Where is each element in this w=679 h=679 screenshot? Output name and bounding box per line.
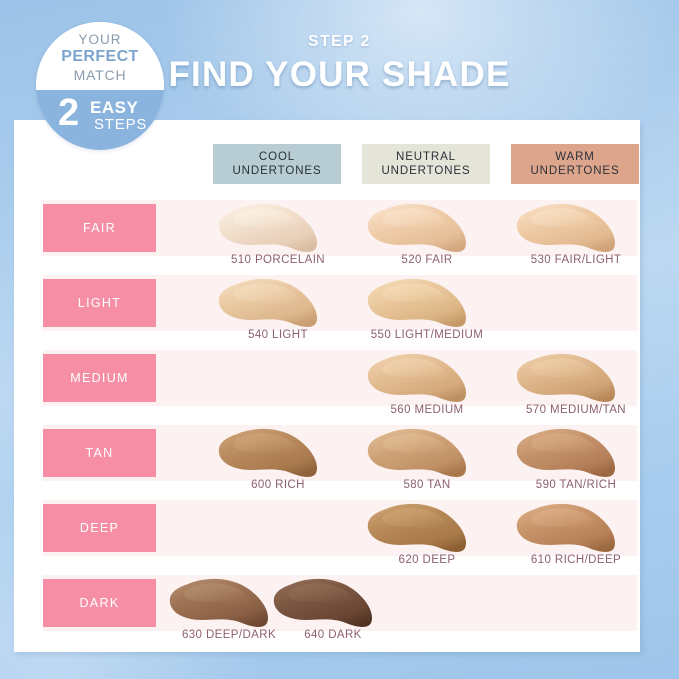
badge-line-your: YOUR [78,32,122,47]
row-label-dark: DARK [43,579,156,627]
shade-swatch-cell[interactable]: 570 MEDIUM/TAN [506,352,646,426]
shade-name-label: 520 FAIR [401,254,453,266]
column-header-warm: WARM UNDERTONES [511,144,639,184]
shade-swatch-cell[interactable]: 540 LIGHT [208,277,348,351]
foundation-smear-icon [216,277,321,329]
shade-swatch-cell[interactable]: 580 TAN [357,427,497,501]
foundation-smear-icon [514,427,619,479]
shade-name-label: 630 DEEP/DARK [181,629,277,641]
column-header-neutral: NEUTRAL UNDERTONES [362,144,490,184]
page-title: FIND YOUR SHADE [168,55,511,94]
column-header-cool: COOL UNDERTONES [213,144,341,184]
foundation-smear-icon [167,577,272,629]
row-label-fair: FAIR [43,204,156,252]
shade-swatch-cell[interactable]: 560 MEDIUM [357,352,497,426]
step-label: STEP 2 [308,33,371,50]
shade-name-label: 580 TAN [403,479,451,491]
shade-swatch-cell[interactable]: 620 DEEP [357,502,497,576]
badge-bottom-half [36,90,164,150]
foundation-smear-icon [365,502,470,554]
foundation-smear-icon [365,202,470,254]
shade-swatch-cell[interactable]: 550 LIGHT/MEDIUM [357,277,497,351]
foundation-smear-icon [365,427,470,479]
badge-line-perfect: PERFECT [61,48,139,65]
shade-swatch-cell[interactable]: 640 DARK [263,577,403,651]
shade-name-label: 510 PORCELAIN [230,254,326,266]
shade-name-label: 560 MEDIUM [390,404,464,416]
badge-line-easy: EASY [90,98,139,117]
shade-swatch-cell[interactable]: 510 PORCELAIN [208,202,348,276]
row-label-medium: MEDIUM [43,354,156,402]
foundation-smear-icon [216,202,321,254]
shade-chart-card: COOL UNDERTONES NEUTRAL UNDERTONES WARM … [14,120,640,652]
foundation-smear-icon [514,502,619,554]
shade-name-label: 540 LIGHT [248,329,308,341]
badge-step-number: 2 [58,92,80,134]
row-label-tan: TAN [43,429,156,477]
badge-line-match: MATCH [73,67,127,83]
shade-name-label: 620 DEEP [398,554,456,566]
foundation-smear-icon [514,202,619,254]
badge-line-steps: STEPS [94,116,148,133]
shade-swatch-cell[interactable]: 520 FAIR [357,202,497,276]
shade-name-label: 610 RICH/DEEP [530,554,622,566]
badge-top-half [36,22,164,90]
shade-name-label: 600 RICH [251,479,305,491]
shade-name-label: 640 DARK [304,629,362,641]
shade-swatch-cell[interactable]: 530 FAIR/LIGHT [506,202,646,276]
row-label-light: LIGHT [43,279,156,327]
shade-name-label: 550 LIGHT/MEDIUM [370,329,484,341]
shade-swatch-cell[interactable]: 600 RICH [208,427,348,501]
perfect-match-badge: YOUR PERFECT MATCH 2 EASY STEPS [36,22,164,150]
shade-name-label: 590 TAN/RICH [535,479,617,491]
shade-name-label: 530 FAIR/LIGHT [530,254,622,266]
foundation-smear-icon [365,277,470,329]
shade-name-label: 570 MEDIUM/TAN [526,404,626,416]
shade-swatch-cell[interactable]: 610 RICH/DEEP [506,502,646,576]
foundation-smear-icon [365,352,470,404]
row-label-deep: DEEP [43,504,156,552]
foundation-smear-icon [216,427,321,479]
shade-swatch-cell[interactable]: 630 DEEP/DARK [159,577,299,651]
shade-swatch-cell[interactable]: 590 TAN/RICH [506,427,646,501]
foundation-smear-icon [271,577,376,629]
foundation-smear-icon [514,352,619,404]
header: STEP 2 FIND YOUR SHADE [0,0,679,120]
